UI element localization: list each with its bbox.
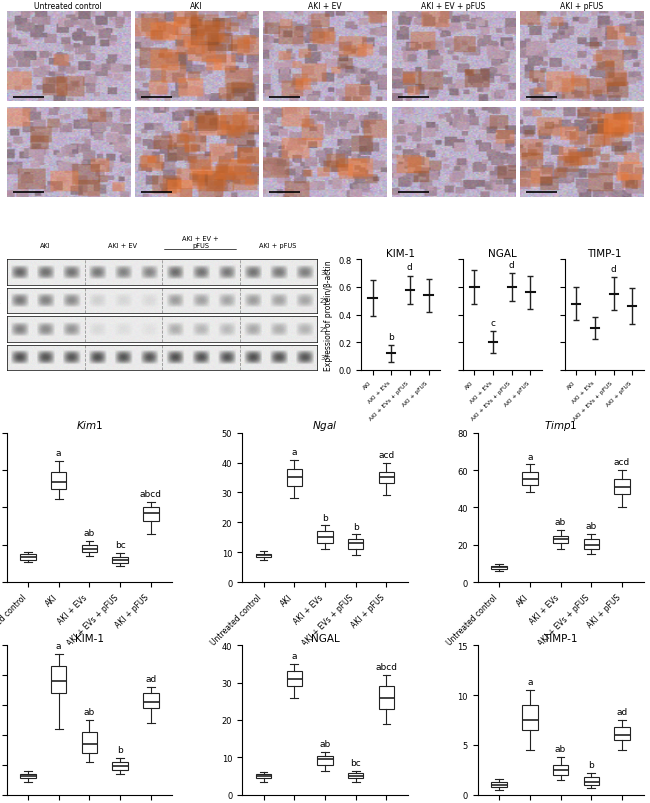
PathPatch shape	[584, 777, 599, 785]
Text: a: a	[56, 642, 62, 650]
Text: bc: bc	[350, 758, 361, 767]
PathPatch shape	[491, 782, 507, 787]
Y-axis label: KIM-1: KIM-1	[0, 45, 3, 69]
PathPatch shape	[51, 472, 66, 489]
Title: NGAL: NGAL	[311, 633, 339, 643]
PathPatch shape	[553, 765, 568, 775]
PathPatch shape	[20, 555, 36, 560]
Text: bc: bc	[115, 540, 125, 550]
Text: ab: ab	[319, 740, 331, 748]
PathPatch shape	[20, 774, 36, 778]
PathPatch shape	[584, 540, 599, 549]
Title: KIM-1: KIM-1	[386, 249, 415, 259]
Text: AKI + pFUS: AKI + pFUS	[259, 243, 297, 249]
Text: c: c	[491, 318, 495, 328]
Text: b: b	[588, 760, 594, 769]
PathPatch shape	[112, 557, 128, 563]
Title: AKI: AKI	[190, 2, 203, 11]
Text: b: b	[117, 745, 123, 754]
Text: ab: ab	[586, 521, 597, 530]
Title: TIMP-1: TIMP-1	[543, 633, 578, 643]
Title: AKI + pFUS: AKI + pFUS	[560, 2, 603, 11]
PathPatch shape	[491, 566, 507, 569]
PathPatch shape	[287, 671, 302, 687]
PathPatch shape	[287, 469, 302, 487]
Text: ad: ad	[145, 675, 157, 683]
PathPatch shape	[614, 479, 630, 495]
Title: $\it{Timp1}$: $\it{Timp1}$	[544, 419, 577, 433]
Text: a: a	[527, 678, 532, 687]
Text: d: d	[407, 263, 413, 272]
PathPatch shape	[522, 705, 538, 730]
Y-axis label: TIMP-1: TIMP-1	[0, 138, 3, 166]
Text: abcd: abcd	[376, 662, 397, 671]
PathPatch shape	[379, 687, 394, 709]
Text: 25: 25	[320, 326, 329, 332]
Text: a: a	[56, 448, 62, 458]
Y-axis label: Expression of protein/β-actin: Expression of protein/β-actin	[324, 260, 333, 370]
PathPatch shape	[82, 732, 97, 753]
Text: a: a	[292, 651, 297, 660]
PathPatch shape	[614, 727, 630, 740]
Title: Untreated control: Untreated control	[34, 2, 102, 11]
Text: a: a	[292, 447, 297, 456]
PathPatch shape	[379, 472, 394, 484]
Title: NGAL: NGAL	[488, 249, 517, 259]
Text: 37: 37	[320, 355, 329, 361]
PathPatch shape	[348, 773, 363, 778]
PathPatch shape	[82, 545, 97, 552]
Title: $\it{Kim1}$: $\it{Kim1}$	[75, 419, 103, 431]
Text: 37: 37	[320, 270, 329, 275]
PathPatch shape	[553, 536, 568, 544]
PathPatch shape	[317, 756, 333, 765]
PathPatch shape	[256, 774, 271, 778]
Text: acd: acd	[378, 450, 395, 459]
Text: acd: acd	[614, 458, 630, 467]
Text: AKI + EV +
pFUS: AKI + EV + pFUS	[182, 235, 219, 249]
PathPatch shape	[522, 472, 538, 485]
Title: TIMP-1: TIMP-1	[587, 249, 621, 259]
PathPatch shape	[317, 532, 333, 544]
Text: abcd: abcd	[140, 490, 162, 499]
Title: KIM-1: KIM-1	[75, 633, 104, 643]
Text: ab: ab	[84, 707, 95, 716]
Text: ab: ab	[555, 744, 566, 753]
Text: AKI: AKI	[40, 243, 51, 249]
Title: AKI + EV + pFUS: AKI + EV + pFUS	[421, 2, 486, 11]
PathPatch shape	[143, 507, 159, 521]
Text: ab: ab	[555, 518, 566, 527]
PathPatch shape	[51, 666, 66, 693]
Text: b: b	[353, 522, 359, 531]
PathPatch shape	[143, 693, 159, 708]
Text: b: b	[388, 332, 394, 341]
Title: AKI + EV: AKI + EV	[308, 2, 342, 11]
PathPatch shape	[112, 762, 128, 770]
PathPatch shape	[256, 554, 271, 557]
Text: ab: ab	[84, 529, 95, 538]
Text: d: d	[611, 264, 616, 274]
Text: 25: 25	[320, 298, 329, 304]
PathPatch shape	[348, 540, 363, 550]
Title: $\it{Ngal}$: $\it{Ngal}$	[312, 419, 338, 433]
Text: d: d	[509, 260, 515, 269]
Text: AKI + EV: AKI + EV	[109, 243, 137, 249]
Text: ad: ad	[616, 707, 628, 716]
Text: b: b	[322, 513, 328, 522]
Text: a: a	[527, 452, 532, 461]
